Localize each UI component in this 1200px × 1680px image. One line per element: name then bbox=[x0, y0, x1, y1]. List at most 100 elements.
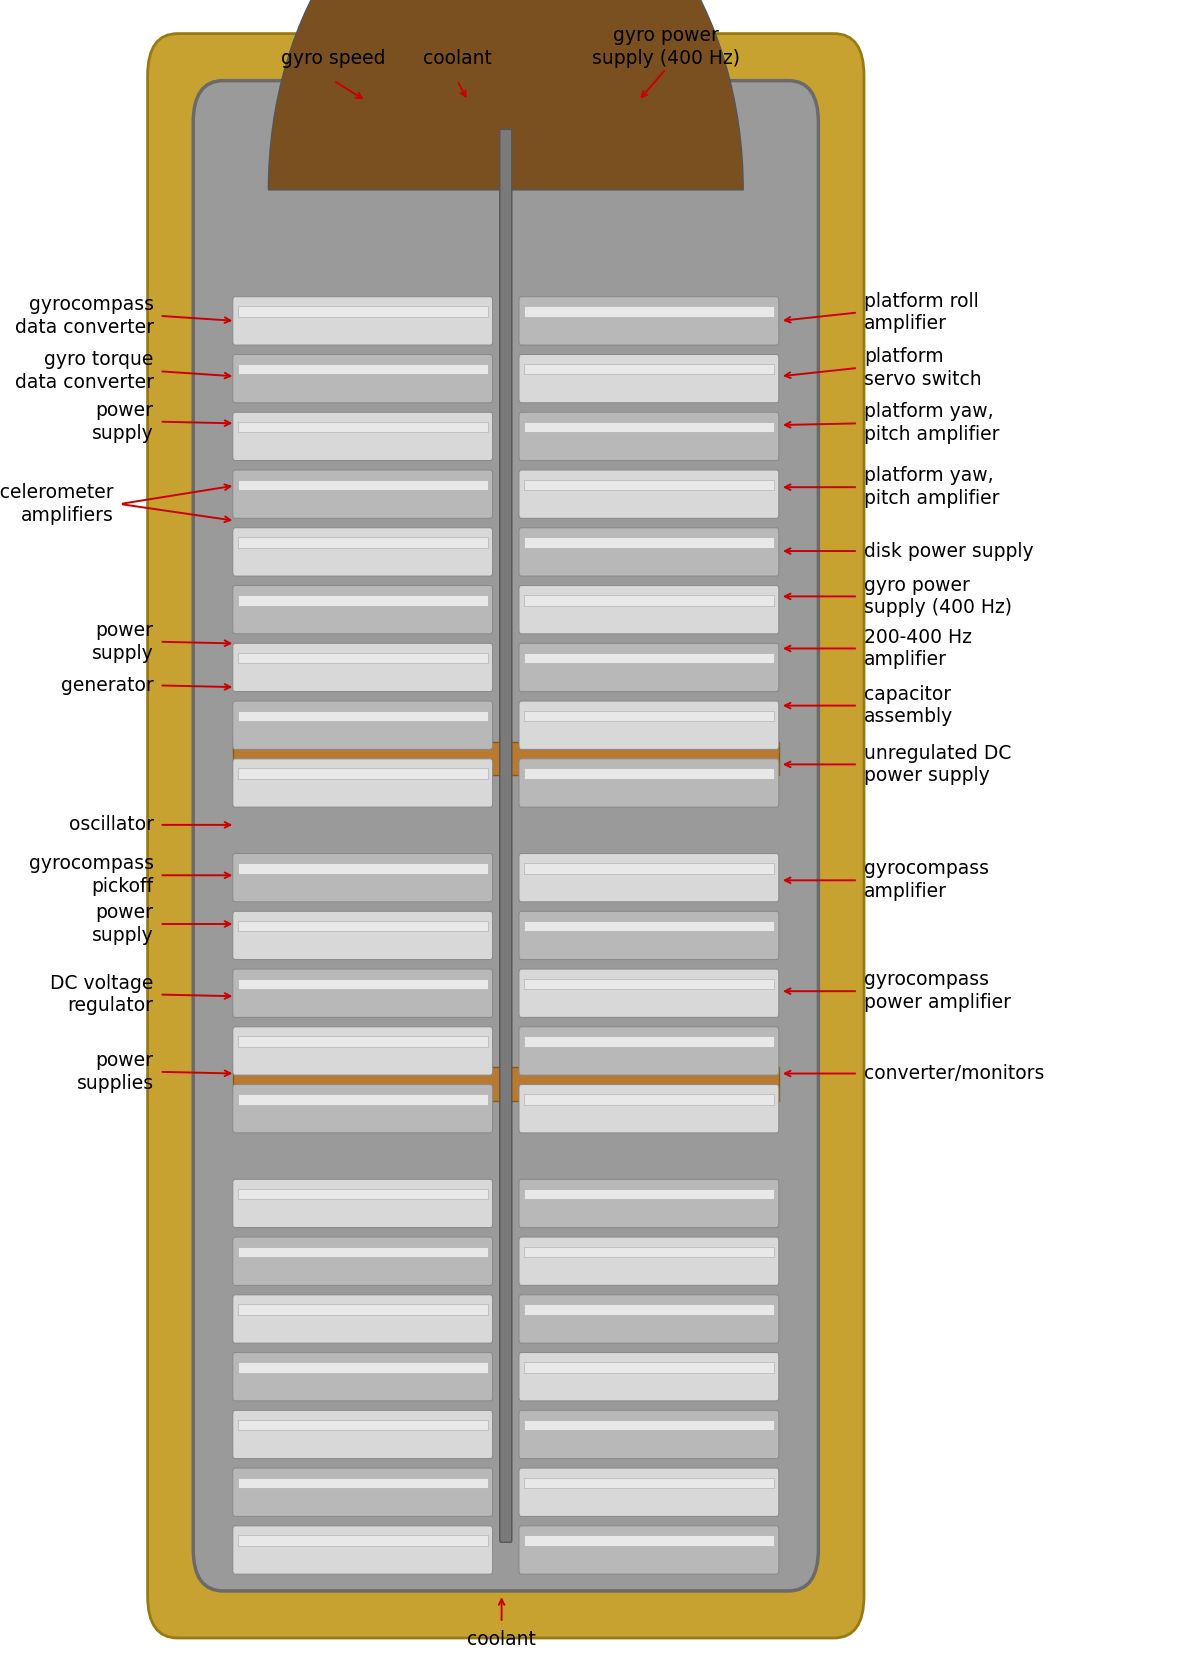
Text: power
supply: power supply bbox=[92, 402, 154, 442]
FancyBboxPatch shape bbox=[523, 1094, 774, 1104]
FancyBboxPatch shape bbox=[233, 1067, 779, 1100]
FancyBboxPatch shape bbox=[238, 921, 487, 931]
FancyBboxPatch shape bbox=[238, 365, 487, 375]
FancyBboxPatch shape bbox=[238, 864, 487, 874]
FancyBboxPatch shape bbox=[523, 422, 774, 432]
Text: oscillator: oscillator bbox=[68, 815, 154, 835]
Text: gyro speed: gyro speed bbox=[281, 49, 386, 69]
FancyBboxPatch shape bbox=[233, 759, 492, 806]
FancyBboxPatch shape bbox=[523, 654, 774, 664]
FancyBboxPatch shape bbox=[518, 528, 779, 576]
FancyBboxPatch shape bbox=[523, 711, 774, 721]
Text: gyrocompass
data converter: gyrocompass data converter bbox=[14, 296, 154, 336]
FancyBboxPatch shape bbox=[518, 1352, 779, 1401]
FancyBboxPatch shape bbox=[233, 741, 779, 774]
Text: converter/monitors: converter/monitors bbox=[864, 1063, 1044, 1084]
Text: generator: generator bbox=[61, 675, 154, 696]
FancyBboxPatch shape bbox=[233, 1352, 492, 1401]
FancyBboxPatch shape bbox=[233, 1236, 492, 1285]
FancyBboxPatch shape bbox=[238, 595, 487, 605]
Text: coolant: coolant bbox=[422, 49, 492, 69]
Text: platform
servo switch: platform servo switch bbox=[864, 348, 982, 388]
FancyBboxPatch shape bbox=[233, 470, 492, 519]
FancyBboxPatch shape bbox=[523, 1536, 774, 1546]
FancyBboxPatch shape bbox=[518, 586, 779, 633]
FancyBboxPatch shape bbox=[523, 365, 774, 375]
FancyBboxPatch shape bbox=[518, 643, 779, 692]
Text: accelerometer
amplifiers: accelerometer amplifiers bbox=[0, 484, 114, 524]
FancyBboxPatch shape bbox=[233, 1410, 492, 1458]
FancyBboxPatch shape bbox=[238, 1037, 487, 1047]
Text: gyrocompass
power amplifier: gyrocompass power amplifier bbox=[864, 971, 1010, 1011]
FancyBboxPatch shape bbox=[523, 1420, 774, 1430]
FancyBboxPatch shape bbox=[518, 759, 779, 806]
FancyBboxPatch shape bbox=[518, 853, 779, 902]
FancyBboxPatch shape bbox=[238, 1536, 487, 1546]
FancyBboxPatch shape bbox=[233, 1085, 492, 1132]
FancyBboxPatch shape bbox=[238, 1094, 487, 1104]
FancyBboxPatch shape bbox=[233, 969, 492, 1018]
FancyBboxPatch shape bbox=[518, 1410, 779, 1458]
FancyBboxPatch shape bbox=[518, 470, 779, 519]
Text: power
supplies: power supplies bbox=[77, 1052, 154, 1092]
Text: 200-400 Hz
amplifier: 200-400 Hz amplifier bbox=[864, 628, 972, 669]
FancyBboxPatch shape bbox=[523, 768, 774, 780]
FancyBboxPatch shape bbox=[523, 1478, 774, 1488]
Text: capacitor
assembly: capacitor assembly bbox=[864, 685, 953, 726]
Text: DC voltage
regulator: DC voltage regulator bbox=[50, 974, 154, 1015]
FancyBboxPatch shape bbox=[238, 422, 487, 432]
FancyBboxPatch shape bbox=[233, 643, 492, 692]
Text: power
supply: power supply bbox=[92, 622, 154, 662]
FancyBboxPatch shape bbox=[518, 1179, 779, 1228]
Text: platform yaw,
pitch amplifier: platform yaw, pitch amplifier bbox=[864, 403, 1000, 444]
FancyBboxPatch shape bbox=[238, 654, 487, 664]
FancyBboxPatch shape bbox=[518, 1468, 779, 1517]
FancyBboxPatch shape bbox=[238, 1304, 487, 1315]
Text: gyro power
supply (400 Hz): gyro power supply (400 Hz) bbox=[864, 576, 1012, 617]
FancyBboxPatch shape bbox=[233, 1295, 492, 1342]
FancyBboxPatch shape bbox=[523, 306, 774, 318]
FancyBboxPatch shape bbox=[233, 1026, 492, 1075]
FancyBboxPatch shape bbox=[518, 1295, 779, 1342]
Text: gyrocompass
pickoff: gyrocompass pickoff bbox=[29, 855, 154, 895]
FancyBboxPatch shape bbox=[523, 979, 774, 990]
FancyBboxPatch shape bbox=[238, 1478, 487, 1488]
FancyBboxPatch shape bbox=[233, 911, 492, 959]
Wedge shape bbox=[269, 0, 743, 190]
FancyBboxPatch shape bbox=[238, 711, 487, 721]
FancyBboxPatch shape bbox=[518, 1026, 779, 1075]
FancyBboxPatch shape bbox=[238, 1420, 487, 1430]
FancyBboxPatch shape bbox=[233, 412, 492, 460]
FancyBboxPatch shape bbox=[233, 853, 492, 902]
FancyBboxPatch shape bbox=[233, 297, 492, 344]
FancyBboxPatch shape bbox=[238, 768, 487, 780]
FancyBboxPatch shape bbox=[233, 1179, 492, 1228]
FancyBboxPatch shape bbox=[233, 354, 492, 403]
FancyBboxPatch shape bbox=[238, 538, 487, 548]
FancyBboxPatch shape bbox=[523, 1247, 774, 1257]
FancyBboxPatch shape bbox=[523, 1189, 774, 1200]
FancyBboxPatch shape bbox=[523, 864, 774, 874]
FancyBboxPatch shape bbox=[193, 81, 818, 1591]
FancyBboxPatch shape bbox=[148, 34, 864, 1638]
FancyBboxPatch shape bbox=[238, 479, 487, 491]
FancyBboxPatch shape bbox=[523, 921, 774, 931]
FancyBboxPatch shape bbox=[523, 1362, 774, 1373]
FancyBboxPatch shape bbox=[233, 586, 492, 633]
Text: gyro power
supply (400 Hz): gyro power supply (400 Hz) bbox=[592, 27, 740, 67]
FancyBboxPatch shape bbox=[233, 1525, 492, 1574]
FancyBboxPatch shape bbox=[518, 354, 779, 403]
FancyBboxPatch shape bbox=[518, 297, 779, 344]
FancyBboxPatch shape bbox=[233, 528, 492, 576]
Text: disk power supply: disk power supply bbox=[864, 541, 1033, 561]
FancyBboxPatch shape bbox=[518, 1236, 779, 1285]
FancyBboxPatch shape bbox=[238, 1362, 487, 1373]
FancyBboxPatch shape bbox=[523, 538, 774, 548]
FancyBboxPatch shape bbox=[238, 306, 487, 318]
FancyBboxPatch shape bbox=[518, 1085, 779, 1132]
Text: power
supply: power supply bbox=[92, 904, 154, 944]
FancyBboxPatch shape bbox=[499, 129, 512, 1542]
FancyBboxPatch shape bbox=[233, 701, 492, 749]
FancyBboxPatch shape bbox=[518, 412, 779, 460]
FancyBboxPatch shape bbox=[523, 595, 774, 605]
